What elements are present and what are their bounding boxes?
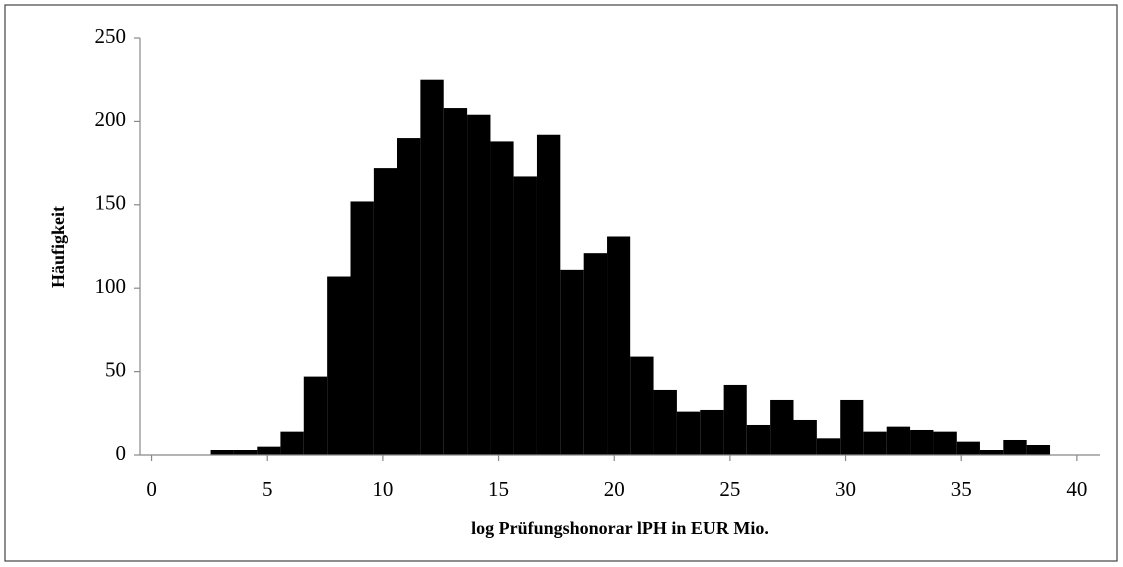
bar [653, 389, 677, 455]
x-tick-label: 35 [951, 477, 972, 501]
y-tick-label: 250 [95, 24, 127, 48]
bar [816, 438, 841, 455]
bar [723, 384, 747, 455]
bar [397, 138, 421, 455]
bar [233, 449, 258, 455]
y-tick-label: 0 [116, 441, 127, 465]
bar [746, 424, 771, 455]
x-tick-label: 30 [835, 477, 856, 501]
x-tick-label: 20 [604, 477, 625, 501]
x-axis-label: log Prüfungshonorar lPH in EUR Mio. [471, 518, 769, 538]
x-tick-label: 0 [146, 477, 157, 501]
bar [700, 409, 724, 455]
bar [840, 399, 864, 455]
bar [303, 376, 328, 455]
bar [327, 276, 351, 455]
x-tick-label: 40 [1066, 477, 1087, 501]
bar [630, 356, 654, 455]
y-tick-label: 50 [105, 357, 126, 381]
bar [793, 419, 817, 455]
bar [350, 201, 374, 455]
y-axis-label: Häufigkeit [48, 206, 68, 288]
bar [443, 108, 468, 455]
y-tick-label: 150 [95, 191, 127, 215]
bar [420, 79, 444, 455]
bar [210, 449, 234, 455]
bar [513, 176, 537, 455]
bar [607, 236, 631, 455]
bar [886, 426, 911, 455]
bar [676, 411, 701, 455]
bar [467, 114, 491, 455]
bar [979, 449, 1004, 455]
bar [956, 441, 980, 455]
y-tick-label: 200 [95, 107, 127, 131]
bar [280, 431, 304, 455]
bar [560, 269, 584, 455]
y-tick-label: 100 [95, 274, 127, 298]
bar [1026, 444, 1051, 455]
bar [933, 431, 957, 455]
x-tick-label: 15 [488, 477, 509, 501]
bar [490, 141, 514, 455]
bar [1003, 439, 1027, 455]
bar [770, 399, 794, 455]
bar [583, 253, 608, 455]
bar [910, 429, 934, 455]
bar [257, 446, 281, 455]
bar [536, 134, 561, 455]
x-tick-label: 25 [719, 477, 740, 501]
bar [863, 431, 887, 455]
bar [373, 168, 398, 455]
x-tick-label: 5 [262, 477, 273, 501]
x-tick-label: 10 [372, 477, 393, 501]
